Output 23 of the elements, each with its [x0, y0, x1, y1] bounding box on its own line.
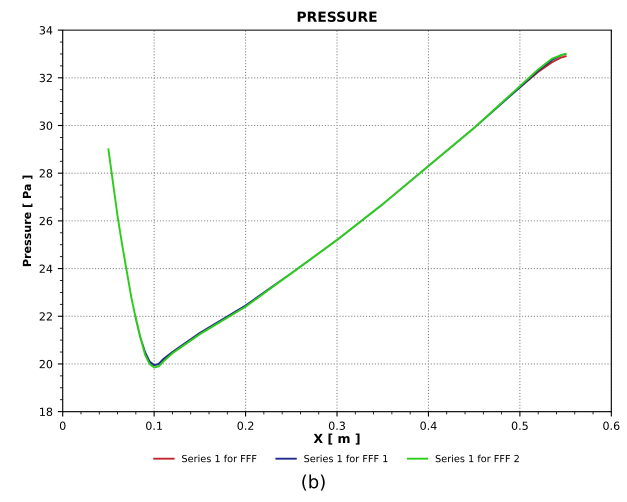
x-tick-label: 0 [60, 422, 66, 430]
y-tick-label: 32 [40, 74, 52, 82]
x-tick-label: 0.4 [420, 422, 437, 430]
y-tick-label: 34 [40, 26, 52, 34]
x-axis-title: X [ m ] [314, 434, 360, 445]
text: (b) [302, 474, 325, 491]
y-tick-label: 28 [40, 169, 52, 178]
legend-label: Series 1 for FFF 2 [436, 454, 519, 462]
y-tick-label: 20 [40, 360, 52, 368]
y-tick-label: 30 [40, 121, 52, 130]
y-tick-label: 24 [40, 264, 52, 273]
x-tick-label: 0.1 [146, 422, 162, 430]
legend-label: Series 1 for FFF 1 [304, 454, 388, 462]
y-axis-title: Pressure [ Pa ] [22, 176, 32, 266]
x-tick-label: 0.5 [512, 422, 528, 430]
legend-label: Series 1 for FFF [182, 454, 256, 462]
y-tick-label: 26 [40, 216, 52, 226]
chart-title: PRESSURE [298, 11, 377, 22]
y-tick-label: 18 [40, 408, 52, 416]
x-tick-label: 0.6 [603, 422, 620, 430]
x-tick-label: 0.3 [328, 422, 345, 430]
y-tick-label: 22 [40, 312, 52, 320]
x-tick-label: 0.2 [237, 422, 254, 430]
